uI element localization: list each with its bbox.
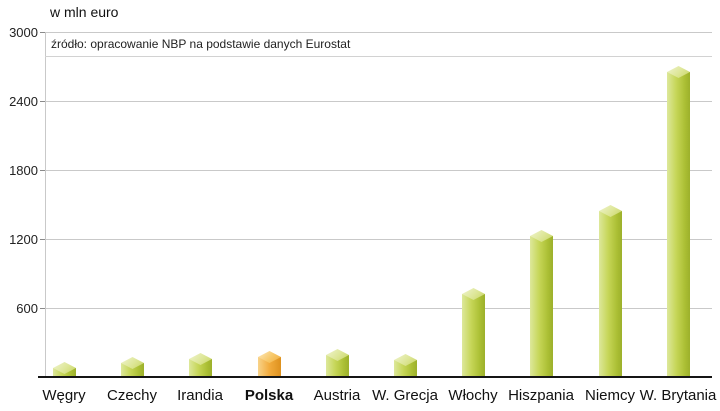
y-tick-mark — [40, 101, 45, 102]
bar-austria — [326, 355, 349, 377]
y-tick-label: 3000 — [9, 25, 38, 40]
bar-top-face — [121, 357, 144, 369]
x-axis-label-w-ochy: Włochy — [448, 387, 498, 404]
bar-top-face — [53, 362, 76, 374]
gridline — [45, 170, 712, 171]
x-axis-label-w-grecja: W. Grecja — [372, 387, 438, 404]
y-tick-label: 2400 — [9, 94, 38, 109]
gridline — [45, 32, 712, 33]
bar-w-brytania — [667, 72, 690, 377]
x-axis-label-w-brytania: W. Brytania — [639, 387, 717, 404]
gridline — [45, 239, 712, 240]
bar-polska — [258, 357, 281, 377]
x-axis-label-hiszpania: Hiszpania — [508, 387, 574, 404]
bar-top-face — [326, 349, 349, 361]
x-axis-label-irandia: Irandia — [177, 387, 223, 404]
y-axis-line — [45, 32, 46, 377]
y-tick-label: 1200 — [9, 232, 38, 247]
bar-czechy — [121, 363, 144, 377]
source-note-rule — [45, 56, 712, 57]
x-axis-label-w-gry: Węgry — [42, 387, 86, 404]
source-note: źródło: opracowanie NBP na podstawie dan… — [51, 37, 351, 51]
x-axis-label-czechy: Czechy — [106, 387, 158, 404]
bar-w-ochy — [462, 294, 485, 377]
bar-w-grecja — [394, 360, 417, 377]
y-tick-label: 600 — [16, 301, 38, 316]
bar-top-face — [394, 354, 417, 366]
bar-top-face — [462, 288, 485, 300]
bar-top-face — [667, 66, 690, 78]
y-tick-mark — [40, 170, 45, 171]
x-axis-label-austria: Austria — [313, 387, 361, 404]
bar-top-face — [189, 353, 212, 365]
bar-top-face — [530, 230, 553, 242]
y-axis-unit-label: w mln euro — [50, 4, 119, 20]
x-axis-label-polska: Polska — [244, 387, 294, 404]
x-axis-line — [38, 376, 712, 378]
bar-top-face — [599, 205, 622, 217]
bar-niemcy — [599, 211, 622, 377]
bar-irandia — [189, 359, 212, 377]
gridline — [45, 308, 712, 309]
bar-top-face — [258, 351, 281, 363]
y-tick-label: 1800 — [9, 163, 38, 178]
x-axis-label-niemcy: Niemcy — [584, 387, 636, 404]
gridline — [45, 101, 712, 102]
bar-hiszpania — [530, 236, 553, 377]
y-tick-mark — [40, 32, 45, 33]
y-tick-mark — [40, 239, 45, 240]
y-tick-mark — [40, 308, 45, 309]
